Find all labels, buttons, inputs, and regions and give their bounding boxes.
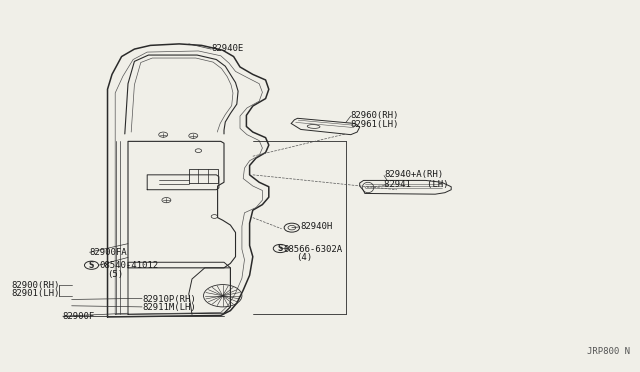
- Text: S: S: [278, 244, 283, 253]
- Text: (5): (5): [108, 270, 124, 279]
- Text: 82940E: 82940E: [211, 44, 243, 53]
- Text: 82901(LH): 82901(LH): [12, 289, 60, 298]
- Text: 08540-41012: 08540-41012: [99, 261, 158, 270]
- Text: 82961(LH): 82961(LH): [351, 120, 399, 129]
- Text: 82911M(LH): 82911M(LH): [142, 303, 196, 312]
- Text: 82900(RH): 82900(RH): [12, 281, 60, 290]
- Text: 82940H: 82940H: [301, 222, 333, 231]
- Text: (4): (4): [296, 253, 312, 262]
- Text: 82910P(RH): 82910P(RH): [142, 295, 196, 304]
- Text: S: S: [89, 261, 94, 270]
- Text: 82940+A(RH): 82940+A(RH): [384, 170, 443, 179]
- Text: 82941   (LH): 82941 (LH): [384, 180, 449, 189]
- Text: 82900F: 82900F: [63, 312, 95, 321]
- Text: 08566-6302A: 08566-6302A: [283, 245, 342, 254]
- Text: 82900FA: 82900FA: [90, 248, 127, 257]
- Text: JRP800 N: JRP800 N: [588, 347, 630, 356]
- Text: 82960(RH): 82960(RH): [351, 111, 399, 120]
